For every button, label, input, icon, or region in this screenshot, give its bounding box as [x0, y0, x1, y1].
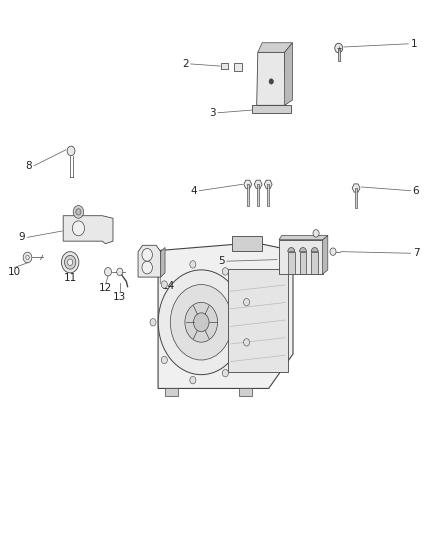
Text: 14: 14: [162, 280, 175, 290]
Circle shape: [23, 252, 32, 263]
Circle shape: [161, 281, 167, 288]
Text: 13: 13: [113, 292, 127, 302]
Bar: [338, 48, 339, 61]
Circle shape: [67, 259, 73, 265]
Text: 11: 11: [64, 273, 77, 283]
Bar: [221, 63, 228, 69]
Circle shape: [185, 302, 218, 342]
Polygon shape: [254, 180, 262, 189]
Circle shape: [244, 338, 250, 346]
Bar: [232, 236, 262, 251]
Circle shape: [26, 255, 29, 260]
Polygon shape: [257, 52, 286, 106]
Text: 9: 9: [19, 232, 25, 243]
Bar: [228, 269, 288, 372]
Circle shape: [61, 252, 79, 273]
Polygon shape: [352, 184, 360, 192]
Circle shape: [330, 248, 336, 255]
Circle shape: [105, 268, 112, 276]
Polygon shape: [138, 245, 161, 277]
Polygon shape: [244, 180, 252, 189]
Bar: [247, 184, 249, 206]
Circle shape: [190, 376, 196, 384]
Wedge shape: [311, 247, 318, 252]
Circle shape: [335, 43, 343, 53]
Circle shape: [313, 230, 319, 237]
Circle shape: [170, 285, 232, 360]
Polygon shape: [252, 106, 291, 113]
Text: 12: 12: [99, 282, 113, 293]
Wedge shape: [300, 247, 307, 252]
Text: 5: 5: [218, 256, 225, 266]
Circle shape: [158, 270, 244, 375]
Circle shape: [194, 313, 209, 332]
Bar: [165, 389, 178, 397]
Circle shape: [142, 261, 152, 274]
Text: 7: 7: [413, 248, 419, 259]
Circle shape: [190, 261, 196, 268]
Text: 10: 10: [8, 267, 21, 277]
Polygon shape: [158, 243, 293, 389]
Text: 1: 1: [410, 39, 417, 49]
Circle shape: [64, 255, 76, 269]
Circle shape: [223, 268, 228, 275]
Polygon shape: [161, 247, 165, 277]
Circle shape: [117, 268, 123, 276]
Text: 6: 6: [413, 185, 419, 196]
Circle shape: [150, 319, 156, 326]
Circle shape: [72, 221, 85, 236]
Circle shape: [244, 298, 250, 306]
FancyBboxPatch shape: [288, 252, 295, 274]
Wedge shape: [288, 247, 295, 252]
Circle shape: [67, 146, 75, 156]
Polygon shape: [285, 43, 293, 106]
FancyBboxPatch shape: [300, 252, 307, 274]
Circle shape: [76, 209, 81, 215]
Circle shape: [161, 357, 167, 364]
Circle shape: [142, 248, 152, 261]
Text: 8: 8: [25, 161, 32, 171]
FancyBboxPatch shape: [311, 252, 318, 274]
FancyBboxPatch shape: [279, 240, 322, 274]
Bar: [355, 188, 357, 208]
Bar: [257, 184, 259, 206]
Text: 2: 2: [182, 59, 188, 69]
Text: 4: 4: [191, 185, 197, 196]
Circle shape: [73, 206, 84, 218]
Circle shape: [223, 369, 228, 377]
Bar: [234, 63, 242, 71]
Polygon shape: [258, 43, 293, 52]
Bar: [239, 389, 252, 397]
Text: 3: 3: [209, 108, 216, 118]
Polygon shape: [279, 236, 328, 240]
Polygon shape: [63, 216, 113, 244]
Circle shape: [269, 79, 273, 84]
Bar: [267, 184, 269, 206]
Polygon shape: [322, 236, 328, 274]
Polygon shape: [264, 180, 272, 189]
